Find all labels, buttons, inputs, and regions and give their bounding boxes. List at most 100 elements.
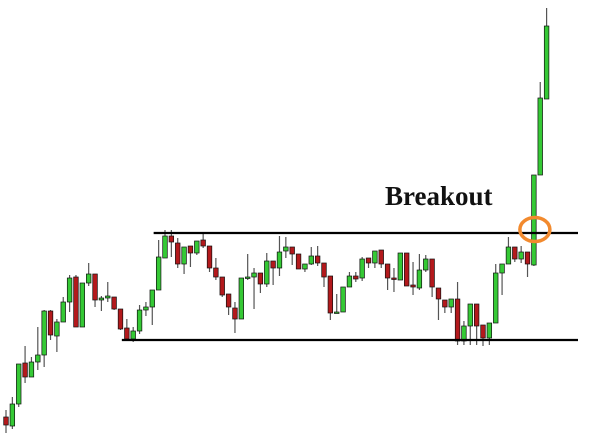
- candle: [181, 246, 187, 274]
- candle-body-down: [384, 263, 391, 279]
- candle: [162, 230, 168, 259]
- candle-body-down: [111, 296, 117, 310]
- candle-body-up: [136, 309, 143, 332]
- candle: [28, 357, 35, 378]
- candle: [416, 254, 423, 290]
- candle: [365, 257, 372, 268]
- candle: [213, 258, 219, 280]
- candle: [321, 262, 327, 287]
- candle: [60, 297, 66, 323]
- candle: [117, 308, 124, 330]
- candle: [155, 240, 162, 291]
- candle: [334, 294, 340, 314]
- candle-body-up: [283, 246, 289, 252]
- breakout-circle: [518, 215, 552, 244]
- candle-body-down: [442, 299, 448, 308]
- candle: [264, 253, 270, 287]
- candle: [378, 249, 384, 268]
- candle-body-up: [9, 403, 16, 427]
- candle-body-up: [251, 272, 257, 278]
- candle-body-up: [518, 251, 524, 260]
- candle: [340, 286, 346, 313]
- candle: [219, 276, 225, 297]
- candle: [238, 277, 244, 320]
- candle: [493, 264, 499, 324]
- candle-body-down: [187, 245, 194, 254]
- candle: [105, 282, 111, 302]
- candle-body-down: [391, 277, 397, 280]
- candle-body-up: [486, 322, 493, 339]
- candle-body-down: [473, 303, 480, 327]
- candle: [327, 275, 334, 320]
- candle-body-up: [372, 250, 378, 264]
- candle: [225, 293, 232, 315]
- candle-body-up: [35, 354, 41, 363]
- candle-body-down: [175, 242, 181, 265]
- candle: [289, 246, 295, 265]
- candle-body-down: [321, 262, 327, 278]
- candle-body-down: [378, 249, 384, 265]
- candle: [308, 247, 314, 265]
- candle: [200, 234, 206, 248]
- candle-body-up: [105, 295, 111, 299]
- candle-body-up: [493, 272, 499, 324]
- candle: [480, 324, 486, 346]
- candle-body-down: [295, 253, 302, 270]
- candle: [353, 272, 359, 282]
- candle: [283, 237, 289, 258]
- candle: [359, 257, 365, 281]
- candle: [505, 237, 512, 265]
- candle: [206, 245, 213, 272]
- candle: [467, 303, 473, 345]
- candle-body-up: [41, 310, 47, 356]
- candle: [486, 322, 493, 345]
- candle: [302, 263, 308, 272]
- candle-body-down: [47, 310, 54, 336]
- candle-body-up: [359, 258, 365, 279]
- candle-body-down: [524, 251, 531, 265]
- candle-body-up: [194, 240, 200, 254]
- candle: [512, 246, 518, 262]
- candle-body-up: [302, 263, 308, 270]
- candle: [435, 287, 442, 320]
- candle: [537, 82, 543, 176]
- candle: [543, 8, 550, 100]
- candle-body-up: [60, 301, 66, 323]
- candle: [429, 258, 435, 297]
- candle: [232, 302, 238, 333]
- levels-group: [121, 231, 578, 342]
- candle: [410, 262, 416, 295]
- candle-body-down: [410, 284, 416, 288]
- annotations-group: [518, 215, 552, 244]
- candle-body-up: [98, 297, 105, 301]
- candle: [92, 273, 98, 307]
- candle: [384, 263, 391, 290]
- candle-body-down: [225, 293, 232, 308]
- candle: [524, 251, 531, 277]
- candle: [404, 252, 410, 287]
- candle: [276, 236, 283, 276]
- candle: [499, 263, 505, 295]
- candle: [66, 275, 73, 312]
- candle: [86, 263, 92, 286]
- candle: [98, 296, 105, 311]
- candle-body-down: [327, 275, 334, 314]
- candle: [531, 174, 537, 266]
- candle-body-down: [92, 273, 98, 301]
- candle-body-up: [340, 286, 346, 313]
- candle: [372, 250, 378, 268]
- candle-body-down: [117, 308, 124, 330]
- candle-body-up: [28, 361, 35, 378]
- candle: [22, 346, 28, 383]
- candle-body-up: [155, 256, 162, 291]
- candle: [3, 410, 9, 433]
- candle: [136, 305, 143, 334]
- candle-body-up: [79, 282, 85, 328]
- candle-body-up: [264, 260, 270, 285]
- candle-body-down: [454, 298, 461, 342]
- candle: [442, 299, 448, 313]
- candle-body-up: [54, 321, 60, 337]
- candle-body-up: [181, 246, 187, 265]
